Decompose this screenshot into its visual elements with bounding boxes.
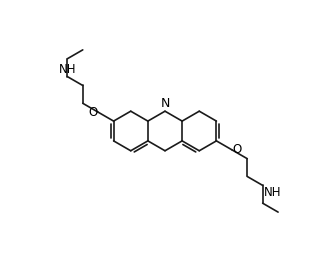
Text: O: O [233,143,242,156]
Text: NH: NH [59,63,76,76]
Text: NH: NH [264,186,281,199]
Text: O: O [88,106,97,119]
Text: N: N [160,97,170,110]
